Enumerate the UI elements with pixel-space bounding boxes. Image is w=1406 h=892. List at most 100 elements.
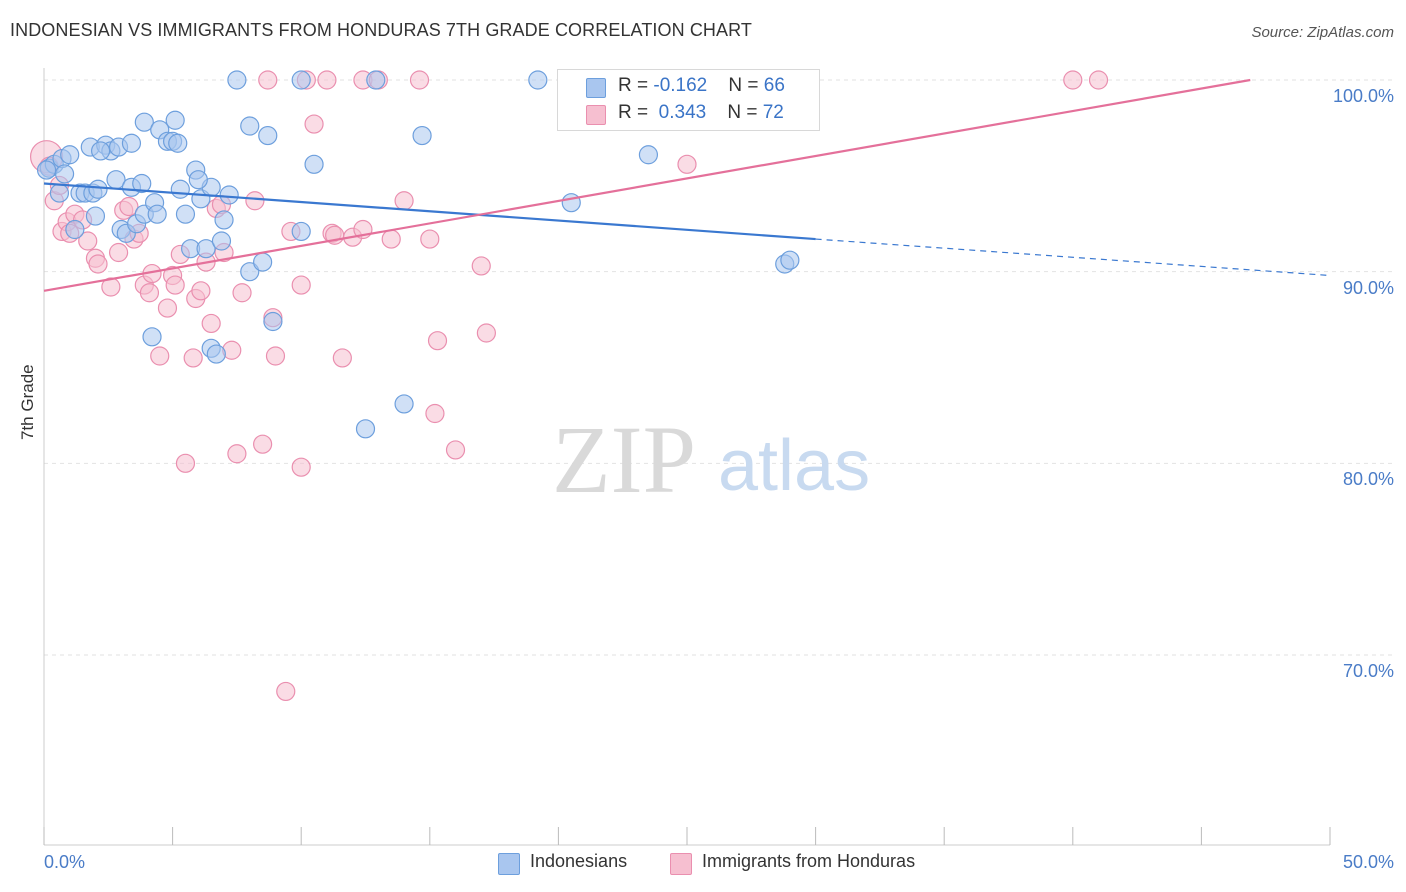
honduras-point [381, 229, 401, 249]
blue-swatch [498, 853, 520, 875]
indonesian-point [240, 262, 260, 282]
pink-swatch [586, 105, 606, 125]
indonesian-point [188, 170, 208, 190]
honduras-point [394, 191, 414, 211]
indonesian-point [291, 221, 311, 242]
legend-item-indonesians[interactable]: Indonesians [498, 851, 628, 875]
indonesian-point [412, 125, 432, 146]
indonesian-point [170, 179, 190, 199]
indonesian-point [366, 70, 386, 90]
honduras-point [139, 283, 160, 303]
honduras-point [88, 254, 108, 274]
honduras-point [265, 346, 286, 366]
watermark-atlas: atlas [718, 426, 870, 506]
y-tick-label: 90.0% [1342, 277, 1394, 298]
indonesian-point [60, 145, 80, 165]
indonesian-point [134, 112, 154, 132]
indonesian-point [85, 206, 106, 226]
indonesian-point [528, 70, 548, 90]
honduras-point [191, 281, 211, 301]
indonesians-trend-line [43, 182, 816, 241]
legend-item-honduras[interactable]: Immigrants from Honduras [670, 851, 916, 875]
x-tick-min: 0.0% [44, 852, 86, 872]
watermark: ZIP atlas [552, 406, 870, 513]
honduras-point [108, 242, 129, 263]
honduras-point [276, 681, 296, 702]
indonesians-trend-extension [815, 238, 1331, 277]
honduras-point [332, 348, 352, 368]
honduras-point [425, 403, 445, 424]
indonesian-point [214, 210, 234, 230]
honduras-point [258, 70, 278, 90]
watermark-zip: ZIP [552, 406, 696, 513]
honduras-point [227, 444, 247, 464]
honduras-point [232, 283, 252, 303]
honduras-point [253, 434, 273, 454]
honduras-point [427, 331, 448, 351]
indonesian-point [121, 133, 142, 153]
honduras-point [150, 346, 170, 366]
honduras-point [183, 348, 203, 368]
legend-label: Immigrants from Honduras [702, 851, 916, 871]
honduras-point [471, 256, 491, 276]
indonesian-point [168, 133, 188, 153]
indonesian-point [175, 204, 196, 224]
honduras-point [78, 231, 98, 251]
legend-label: Indonesians [530, 851, 628, 871]
indonesian-point [206, 344, 226, 364]
r-label: R = [618, 75, 654, 96]
honduras-point [476, 323, 496, 343]
indonesian-point [49, 183, 70, 203]
honduras-point [304, 114, 324, 134]
indonesian-point [165, 110, 185, 130]
trend-lines [43, 78, 1331, 292]
indonesian-point [561, 193, 581, 213]
indonesian-point [142, 327, 162, 347]
indonesian-point [196, 239, 216, 259]
y-tick-label: 70.0% [1342, 661, 1394, 681]
indonesian-point [258, 125, 278, 146]
pink-swatch [670, 853, 692, 875]
honduras-point [445, 440, 466, 460]
indonesian-point [304, 154, 324, 174]
honduras-point [175, 453, 196, 473]
indonesian-point [253, 252, 273, 272]
axes [43, 68, 1331, 846]
honduras-point [119, 196, 139, 217]
indonesian-point [132, 173, 152, 194]
r-value: 0.343 [658, 102, 707, 123]
n-value: 66 [763, 75, 785, 96]
blue-swatch [586, 78, 606, 98]
indonesian-point [36, 160, 57, 180]
honduras-point [157, 298, 178, 318]
indonesian-point [263, 311, 283, 332]
n-value: 72 [762, 102, 784, 123]
honduras-point [201, 313, 221, 334]
indonesian-point [54, 164, 75, 184]
honduras-point [317, 70, 337, 90]
n-label: N = [727, 102, 763, 123]
source-label: Source: ZipAtlas.com [1251, 24, 1394, 41]
honduras-point [420, 229, 440, 249]
x-tick-max: 50.0% [1342, 852, 1394, 872]
honduras-trend-line [43, 78, 1251, 292]
r-value: -0.162 [653, 75, 708, 96]
indonesian-point [90, 141, 111, 161]
honduras-point [1063, 70, 1083, 90]
n-label: N = [728, 75, 764, 96]
indonesian-point [638, 145, 659, 165]
honduras-point [165, 275, 185, 295]
grid-lines [44, 79, 1394, 656]
r-label: R = [618, 102, 654, 123]
indonesian-point [394, 394, 414, 414]
indonesian-point [227, 70, 247, 90]
indonesian-point [147, 204, 167, 224]
stats-legend: R = -0.162 N = 66 R = 0.343 N = 72 [557, 69, 820, 131]
honduras-point [101, 277, 121, 297]
honduras-point [1088, 70, 1109, 90]
y-tick-label: 100.0% [1332, 86, 1394, 106]
honduras-point [409, 70, 430, 90]
indonesian-point [291, 70, 311, 90]
indonesian-point [355, 419, 376, 439]
honduras-point [677, 154, 697, 174]
